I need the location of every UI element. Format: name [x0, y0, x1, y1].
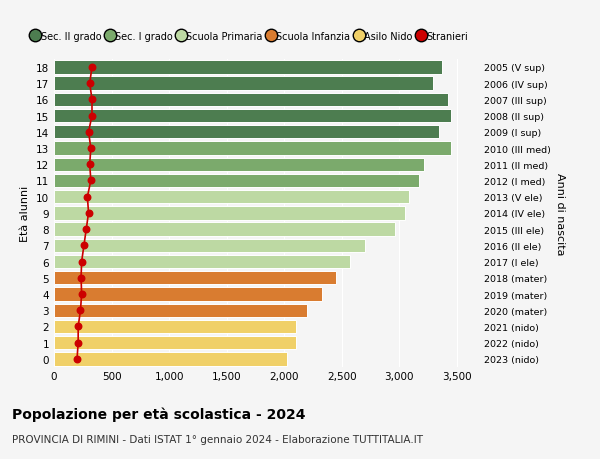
Bar [54, 190, 409, 204]
Bar [54, 288, 322, 301]
Point [79, 242, 89, 250]
Bar [54, 304, 307, 317]
Bar [54, 110, 451, 123]
Point [85, 161, 94, 168]
Point [87, 112, 97, 120]
Bar [54, 126, 439, 139]
Bar [54, 353, 287, 366]
Point [86, 177, 95, 185]
Point [84, 129, 94, 136]
Bar [54, 255, 350, 269]
Y-axis label: Età alunni: Età alunni [20, 185, 31, 241]
Point [76, 307, 85, 314]
Bar [54, 174, 419, 188]
Point [85, 80, 94, 88]
Bar [54, 272, 336, 285]
Legend: Sec. II grado, Sec. I grado, Scuola Primaria, Scuola Infanzia, Asilo Nido, Stran: Sec. II grado, Sec. I grado, Scuola Prim… [29, 28, 472, 45]
Bar [54, 94, 448, 107]
Point [86, 145, 95, 152]
Bar [54, 223, 395, 236]
Text: Popolazione per età scolastica - 2024: Popolazione per età scolastica - 2024 [12, 406, 305, 421]
Point [72, 355, 82, 363]
Bar [54, 336, 296, 350]
Point [77, 291, 86, 298]
Bar [54, 142, 451, 155]
Bar [54, 207, 405, 220]
Point [76, 274, 86, 282]
Point [77, 258, 86, 266]
Point [73, 323, 83, 330]
Point [87, 96, 97, 104]
Bar [54, 77, 433, 90]
Point [84, 210, 94, 217]
Bar [54, 61, 442, 74]
Bar [54, 239, 365, 252]
Point [73, 339, 83, 347]
Point [83, 194, 92, 201]
Bar [54, 320, 296, 333]
Bar [54, 158, 424, 172]
Y-axis label: Anni di nascita: Anni di nascita [555, 172, 565, 255]
Point [82, 226, 91, 233]
Point [87, 64, 97, 72]
Text: PROVINCIA DI RIMINI - Dati ISTAT 1° gennaio 2024 - Elaborazione TUTTITALIA.IT: PROVINCIA DI RIMINI - Dati ISTAT 1° genn… [12, 434, 423, 444]
